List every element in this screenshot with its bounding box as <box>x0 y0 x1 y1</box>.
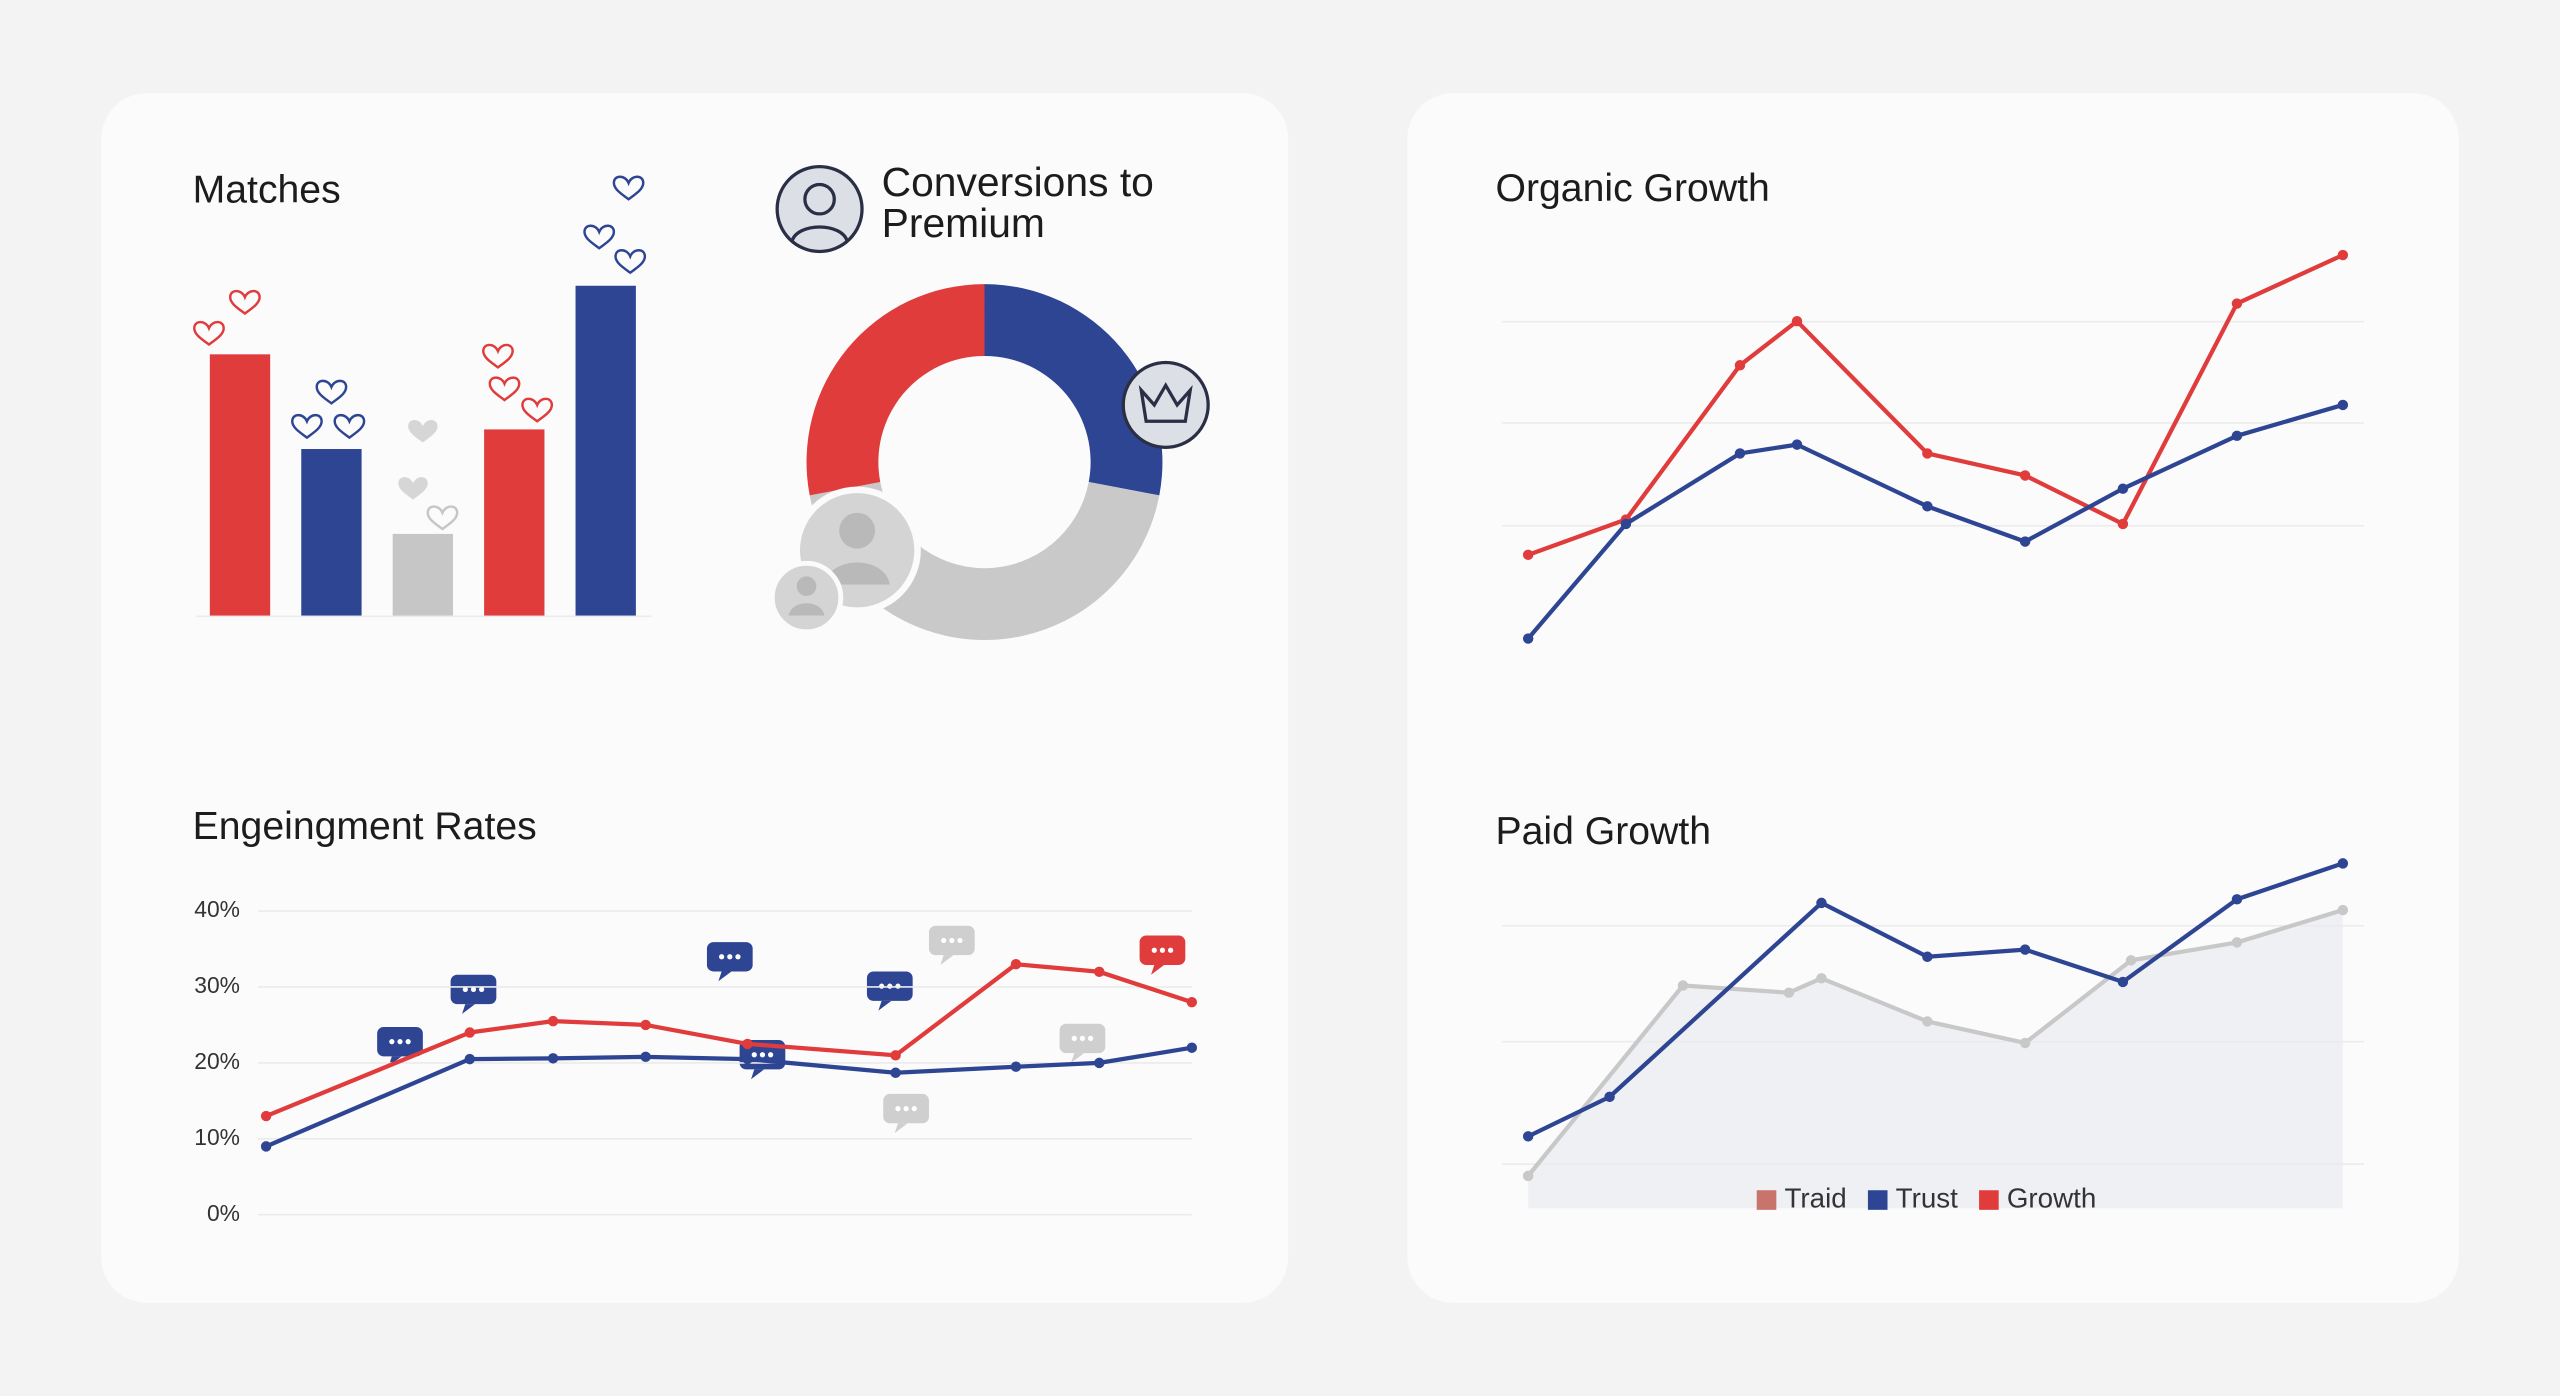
point <box>1010 958 1022 970</box>
legend-label: Trust <box>1896 1182 1958 1213</box>
legend-label: Traid <box>1784 1182 1846 1213</box>
point <box>1816 973 1827 984</box>
point <box>1620 518 1632 530</box>
chart-title: Paid Growth <box>1496 810 1712 853</box>
point <box>1186 1042 1198 1053</box>
point <box>2231 894 2243 905</box>
point <box>2019 944 2031 955</box>
point <box>1783 987 1795 998</box>
bar <box>209 354 271 616</box>
point <box>464 1053 476 1065</box>
point <box>2337 904 2349 916</box>
point <box>2019 536 2031 547</box>
point <box>1094 1057 1105 1069</box>
y-tick-label: 0% <box>207 1200 240 1226</box>
point <box>640 1019 651 1031</box>
point <box>2231 298 2243 309</box>
point <box>1922 448 1933 459</box>
point <box>260 1110 272 1122</box>
point <box>547 1015 559 1027</box>
avatar-icon <box>775 164 864 254</box>
y-tick-label: 10% <box>194 1124 240 1150</box>
point <box>1677 980 1689 991</box>
crown-icon <box>1121 360 1210 450</box>
point <box>547 1053 559 1064</box>
point <box>1186 996 1198 1008</box>
bar <box>392 533 454 616</box>
chart-title-box: Conversions to Premium <box>881 163 1154 247</box>
card-left <box>101 93 1289 1303</box>
point <box>1010 1061 1022 1072</box>
user-avatars <box>769 486 921 635</box>
point <box>2231 937 2243 948</box>
point <box>1791 315 1803 327</box>
point <box>2117 518 2129 530</box>
area <box>1528 910 2343 1209</box>
point <box>1922 951 1933 962</box>
point <box>464 1027 476 1038</box>
point <box>742 1038 753 1050</box>
point <box>890 1067 901 1078</box>
y-tick-label: 40% <box>194 896 240 922</box>
point <box>640 1051 651 1063</box>
point <box>2337 399 2349 411</box>
point <box>1816 897 1827 909</box>
point <box>2117 483 2129 494</box>
donut-segment <box>809 481 1160 641</box>
chat-bubbles <box>377 925 1186 1134</box>
point <box>1522 1170 1534 1182</box>
legend-swatch <box>1756 1190 1777 1210</box>
point <box>2019 1037 2031 1049</box>
point <box>1604 1091 1615 1103</box>
point <box>1522 1131 1534 1142</box>
point <box>1734 360 1746 371</box>
point <box>2125 955 2137 966</box>
bar <box>484 429 545 616</box>
point <box>2337 249 2349 261</box>
chart-title: Organic Growth <box>1496 167 1770 210</box>
point <box>2117 976 2129 988</box>
point <box>1734 448 1746 459</box>
y-tick-label: 30% <box>194 972 240 998</box>
point <box>2231 430 2243 442</box>
point <box>1522 633 1534 644</box>
bar <box>575 285 636 616</box>
point <box>742 1053 753 1065</box>
line <box>1527 861 2344 1139</box>
point <box>260 1141 272 1152</box>
donut-segment <box>984 284 1163 496</box>
legend-label: Growth <box>2007 1182 2096 1213</box>
legend-swatch <box>1867 1190 1888 1210</box>
chart-title: Matches <box>193 168 341 211</box>
point <box>1094 966 1105 978</box>
point <box>1791 439 1803 450</box>
donut-segment <box>806 284 985 496</box>
point <box>890 1050 901 1061</box>
chart-title: Conversions to Premium <box>881 163 1154 247</box>
point <box>1522 549 1534 561</box>
point <box>1922 501 1933 512</box>
point <box>1922 1016 1933 1027</box>
point <box>2019 470 2031 481</box>
y-tick-label: 20% <box>194 1048 240 1074</box>
legend-swatch <box>1979 1190 1999 1210</box>
bar <box>301 449 362 616</box>
point <box>2337 858 2349 869</box>
chart-title: Engeingment Rates <box>193 805 537 848</box>
